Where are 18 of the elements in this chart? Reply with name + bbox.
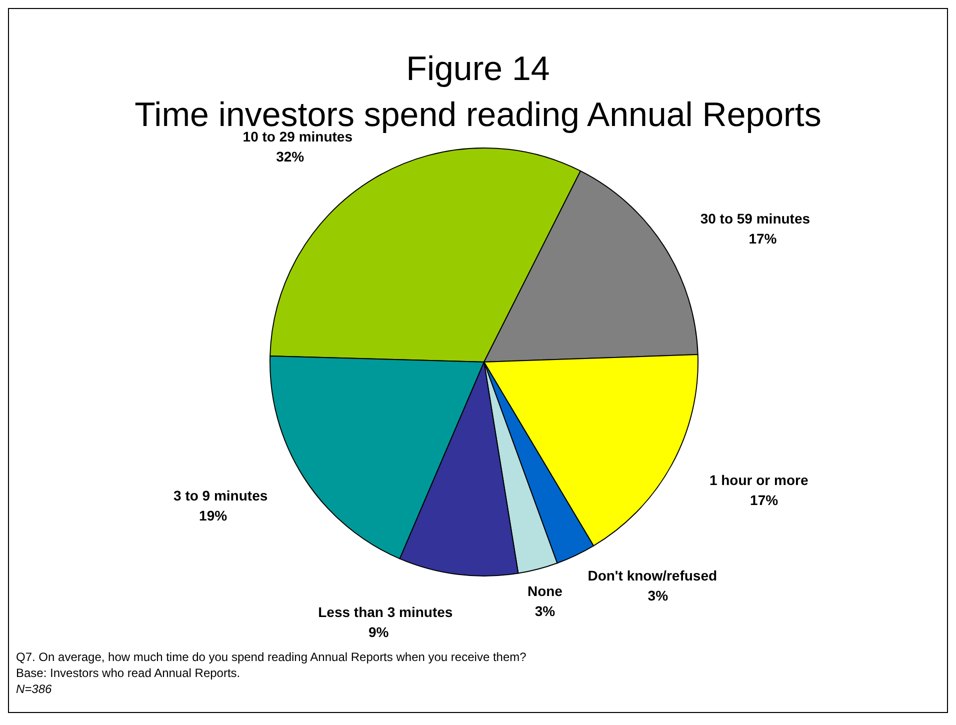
slice-label: None [527,583,563,600]
slice-label: 1 hour or more [709,472,808,488]
text: Q7. On average, how much time do you spend reading Annual Reports when you receive them? [16,650,527,664]
slice-label: Less than 3 minutes [318,604,453,620]
data-label: 9% [368,624,390,640]
data-label: 3% [648,587,669,604]
slice-label: Don't know/refused [588,567,718,584]
slice-label: 3 to 9 minutes [174,487,268,504]
data-label: 19% [199,507,228,524]
text: Base: Investors who read Annual Reports. [16,666,240,680]
data-label: 17% [748,230,778,247]
text: N=386 [16,682,52,696]
data-label: 17% [750,492,779,508]
slice-label: 10 to 29 minutes [242,128,353,144]
chart-title: Figure 14 [406,50,550,88]
slice-label: 30 to 59 minutes [700,210,810,227]
data-label: 32% [276,148,305,164]
data-label: 3% [534,603,556,620]
